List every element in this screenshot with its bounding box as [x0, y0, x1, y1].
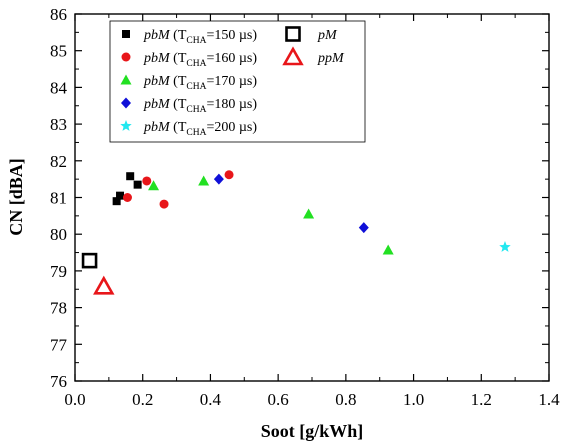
legend-marker-pbm-160-s: [121, 52, 131, 62]
legend-marker-ppm: [282, 46, 304, 66]
legend: pbM (TCHA=150 µs) pbM (TCHA=160 µs) pbM (T…: [109, 20, 366, 143]
y-tick-labels: 76 77 78 79 80 81 82 83 84 85 86: [50, 5, 68, 391]
x-tick-label: 0.6: [268, 390, 289, 409]
legend-label: pbM (TCHA=200 µs): [143, 120, 257, 138]
data-point-pbm-180-s-1: [213, 173, 224, 185]
data-point-ppm-1: [93, 275, 115, 295]
data-point-pbm-160-s-3: [159, 199, 169, 209]
x-tick-label: 0.8: [335, 390, 356, 409]
legend-label: pbM (TCHA=180 µs): [143, 97, 257, 115]
legend-marker-pm: [285, 26, 301, 42]
data-point-pbm-160-s-2: [142, 176, 152, 186]
x-tick-label: 1.4: [538, 390, 560, 409]
data-point-pbm-150-s-3: [126, 172, 135, 181]
y-tick-label: 84: [50, 78, 68, 97]
y-tick-label: 78: [50, 299, 67, 318]
data-point-pbm-150-s-2: [116, 191, 125, 200]
legend-marker-pbm-200-s: [120, 120, 132, 131]
y-tick-label: 80: [50, 225, 67, 244]
y-tick-label: 81: [50, 189, 67, 208]
legend-box: [109, 20, 366, 143]
legend-label: pbM (TCHA=150 µs): [143, 28, 257, 46]
y-tick-label: 79: [50, 262, 67, 281]
y-axis-title: CN [dBA]: [6, 158, 26, 236]
legend-marker-pbm-180-s: [121, 97, 131, 109]
data-point-pbm-160-s-1: [122, 193, 132, 202]
legend-label: pbM (TCHA=160 µs): [143, 51, 257, 69]
x-tick-labels: 0.0 0.2 0.4 0.6 0.8 1.0 1.2 1.4: [64, 390, 560, 409]
y-tick-label: 86: [50, 5, 67, 24]
x-tick-label: 0.2: [132, 390, 153, 409]
y-tick-label: 82: [50, 152, 67, 171]
data-point-pm-1: [81, 252, 98, 269]
tick-marks: [74, 13, 550, 382]
y-tick-label: 76: [50, 372, 67, 391]
data-point-pbm-170-s-3: [303, 208, 315, 219]
data-point-pbm-150-s-1: [112, 197, 121, 206]
data-point-pbm-170-s-2: [198, 175, 210, 186]
legend-marker-pbm-150-s: [122, 30, 130, 38]
data-point-pbm-180-s-2: [358, 222, 369, 234]
y-tick-label: 83: [50, 115, 67, 134]
data-point-pbm-150-s-4: [133, 180, 142, 189]
data-point-pbm-170-s-1: [148, 180, 160, 191]
x-tick-label: 0.0: [64, 390, 85, 409]
legend-label: ppM: [317, 51, 345, 66]
data-point-pbm-200-s-1: [499, 241, 511, 252]
x-tick-label: 1.0: [403, 390, 424, 409]
legend-marker-pbm-170-s: [120, 74, 132, 85]
x-axis-title: Soot [g/kWh]: [261, 421, 364, 441]
x-tick-label: 0.4: [200, 390, 222, 409]
legend-label: pM: [317, 28, 338, 43]
data-points: [81, 170, 511, 295]
legend-label: pbM (TCHA=170 µs): [143, 74, 257, 92]
data-point-pbm-160-s-4: [224, 170, 234, 180]
data-point-pbm-170-s-4: [382, 244, 394, 255]
x-tick-label: 1.2: [471, 390, 492, 409]
y-tick-label: 77: [50, 335, 68, 354]
y-tick-label: 85: [50, 42, 67, 61]
